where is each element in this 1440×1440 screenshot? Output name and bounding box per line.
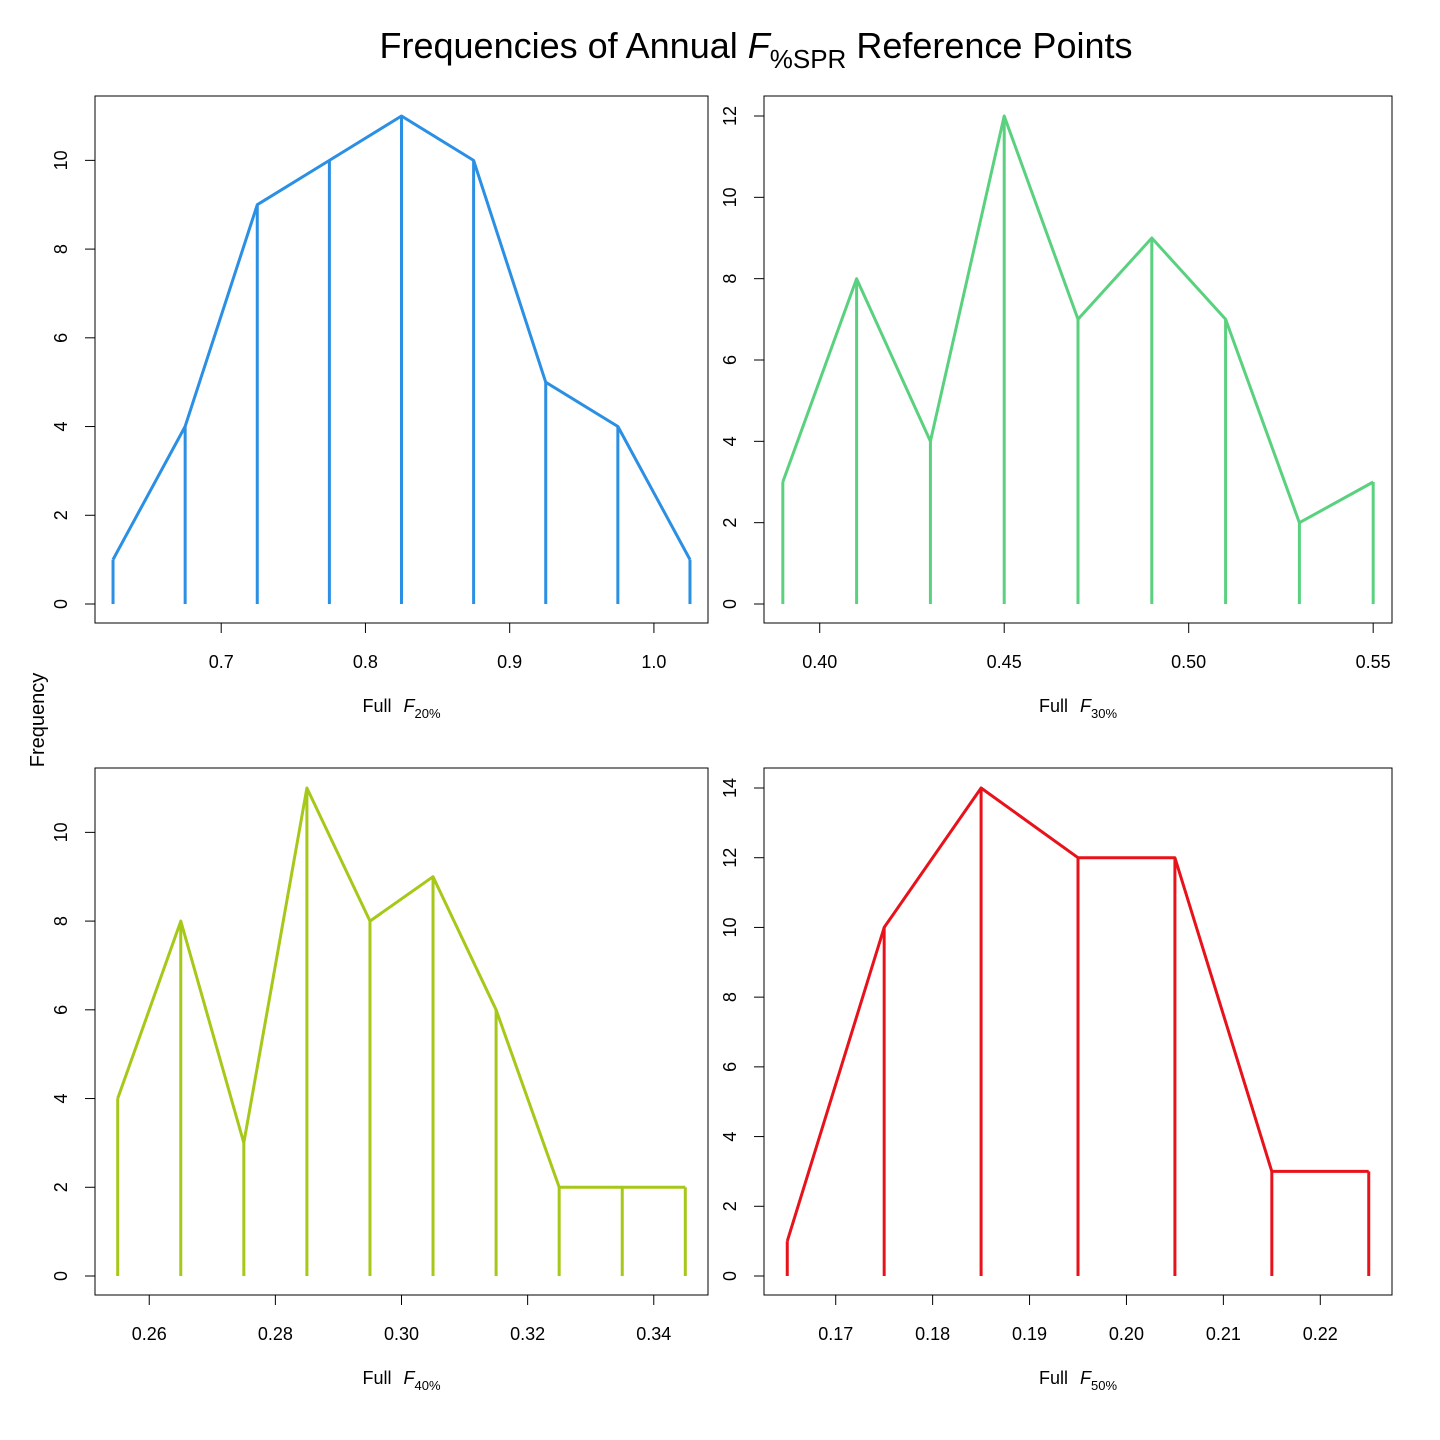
y-tick-label: 8 — [720, 992, 740, 1002]
x-axis-title-symbol: F — [403, 1368, 415, 1388]
x-tick-label: 0.45 — [987, 652, 1022, 672]
y-tick-label: 4 — [51, 1094, 71, 1104]
y-tick-label: 0 — [51, 1271, 71, 1281]
x-axis-title-prefix: Full — [1039, 1368, 1068, 1388]
x-tick-label: 0.34 — [636, 1324, 671, 1344]
y-tick-label: 0 — [51, 599, 71, 609]
y-tick-label: 6 — [720, 355, 740, 365]
y-tick-label: 4 — [720, 436, 740, 446]
x-axis-title-subscript: 40% — [414, 1378, 440, 1393]
y-tick-label: 4 — [720, 1132, 740, 1142]
frequency-line — [785, 786, 1369, 1242]
y-tick-label: 2 — [720, 518, 740, 528]
x-axis-title-symbol: F — [1080, 1368, 1092, 1388]
x-axis-title-prefix: Full — [1039, 696, 1068, 716]
title-prefix: Frequencies of Annual — [380, 25, 748, 66]
x-axis-title-symbol: F — [1080, 696, 1092, 716]
y-tick-label: 2 — [51, 1182, 71, 1192]
title-subscript: %SPR — [770, 44, 847, 74]
panel-1: 0.7 0.8 0.9 1.0 0 2 4 6 8 10 Full F20% — [51, 95, 709, 721]
frequency-line — [116, 786, 686, 1189]
x-tick-label: 0.30 — [384, 1324, 419, 1344]
x-tick-label: 0.17 — [818, 1324, 853, 1344]
y-tick-label: 8 — [720, 274, 740, 284]
x-tick-label: 0.7 — [209, 652, 234, 672]
x-axis-title-prefix: Full — [362, 696, 391, 716]
y-tick-label: 8 — [51, 916, 71, 926]
y-tick-label: 12 — [720, 848, 740, 868]
x-tick-label: 1.0 — [641, 652, 666, 672]
x-tick-label: 0.32 — [510, 1324, 545, 1344]
y-tick-label: 0 — [720, 599, 740, 609]
x-axis-title-subscript: 30% — [1091, 706, 1117, 721]
x-tick-label: 0.21 — [1206, 1324, 1241, 1344]
y-tick-label: 10 — [720, 917, 740, 937]
y-tick-label: 10 — [51, 150, 71, 170]
x-axis-title: Full F50% — [1039, 1368, 1117, 1393]
y-tick-label: 2 — [51, 510, 71, 520]
y-tick-label: 10 — [51, 822, 71, 842]
frequency-line — [781, 114, 1374, 525]
x-tick-label: 0.55 — [1356, 652, 1391, 672]
x-axis-title: Full F20% — [362, 696, 440, 721]
x-tick-label: 0.19 — [1012, 1324, 1047, 1344]
x-tick-label: 0.9 — [497, 652, 522, 672]
x-axis-title: Full F30% — [1039, 696, 1117, 721]
x-axis-title-subscript: 50% — [1091, 1378, 1117, 1393]
y-tick-label: 10 — [720, 187, 740, 207]
x-tick-label: 0.18 — [915, 1324, 950, 1344]
x-axis-title-prefix: Full — [362, 1368, 391, 1388]
y-tick-label: 6 — [720, 1062, 740, 1072]
panel-3: 0.26 0.28 0.30 0.32 0.34 0 2 4 6 8 10 Full F40% — [51, 767, 709, 1393]
title-symbol: F — [748, 25, 772, 66]
frequency-line — [111, 114, 692, 561]
x-tick-label: 0.8 — [353, 652, 378, 672]
x-tick-label: 0.26 — [132, 1324, 167, 1344]
x-axis-title-symbol: F — [403, 696, 415, 716]
y-tick-label: 8 — [51, 244, 71, 254]
figure-title: Frequencies of Annual F%SPR Reference Po… — [380, 25, 1133, 74]
y-tick-label: 6 — [51, 1005, 71, 1015]
y-tick-label: 6 — [51, 333, 71, 343]
y-tick-label: 12 — [720, 106, 740, 126]
x-axis-title: Full F40% — [362, 1368, 440, 1393]
x-tick-label: 0.28 — [258, 1324, 293, 1344]
y-axis-title: Frequency — [27, 673, 49, 768]
plot-frame — [94, 767, 709, 1296]
y-tick-label: 4 — [51, 422, 71, 432]
y-tick-label: 0 — [720, 1271, 740, 1281]
x-tick-label: 0.20 — [1109, 1324, 1144, 1344]
x-axis-title-subscript: 20% — [414, 706, 440, 721]
y-tick-label: 14 — [720, 778, 740, 798]
title-suffix: Reference Points — [846, 25, 1132, 66]
y-tick-label: 2 — [720, 1201, 740, 1211]
x-tick-label: 0.22 — [1303, 1324, 1338, 1344]
x-tick-label: 0.40 — [802, 652, 837, 672]
panel-2: 0.40 0.45 0.50 0.55 0 2 4 6 8 10 12 Full F30% — [720, 95, 1393, 721]
x-tick-label: 0.50 — [1171, 652, 1206, 672]
